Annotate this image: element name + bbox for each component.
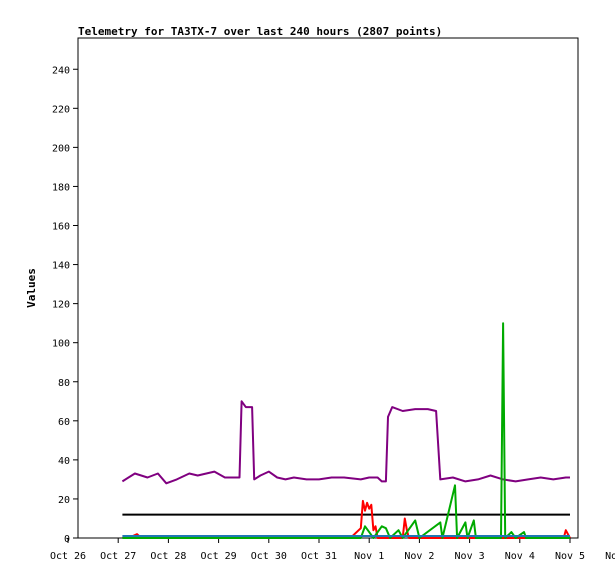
x-tick-label: Oct 29 — [201, 551, 237, 562]
y-tick-label: 60 — [58, 417, 70, 428]
plot-area — [77, 37, 579, 539]
x-tick-label: Nov 1 — [354, 551, 384, 562]
x-tick-label: Oct 28 — [150, 551, 186, 562]
y-tick-label: 20 — [58, 495, 70, 506]
y-tick-label: 120 — [52, 300, 70, 311]
x-tick-label: Nov 3 — [455, 551, 485, 562]
y-tick-label: 180 — [52, 182, 70, 193]
series-line-1 — [121, 400, 570, 485]
x-tick-label: Oct 30 — [251, 551, 287, 562]
x-tick-label: Oct 27 — [100, 551, 136, 562]
x-tick-label: Nov 4 — [505, 551, 535, 562]
series-layer — [121, 322, 571, 539]
y-axis-ticks: 0 20 40 60 80 100 120 140 160 180 200 220 240 — [52, 65, 78, 545]
x-tick-label: Nov 2 — [404, 551, 434, 562]
y-tick-label: 0 — [64, 534, 70, 545]
y-tick-label: 140 — [52, 261, 70, 272]
y-tick-label: 100 — [52, 339, 70, 350]
x-tick-label: Oct 26 — [50, 551, 86, 562]
y-tick-label: 80 — [58, 378, 70, 389]
x-tick-label: Nov 5 — [555, 551, 585, 562]
chart-title: Telemetry for TA3TX-7 over last 240 hour… — [78, 25, 442, 38]
y-tick-label: 40 — [58, 456, 70, 467]
y-tick-label: 240 — [52, 65, 70, 76]
x-axis-ticks: Oct 26 Oct 27 Oct 28 Oct 29 Oct 30 Oct 31 Nov … — [50, 538, 615, 562]
x-tick-label: Oct 31 — [301, 551, 337, 562]
y-tick-label: 220 — [52, 104, 70, 115]
y-tick-label: 160 — [52, 222, 70, 233]
y-axis-label: Values — [25, 268, 38, 308]
x-tick-label: Nov 6 — [605, 551, 615, 562]
y-tick-label: 200 — [52, 143, 70, 154]
